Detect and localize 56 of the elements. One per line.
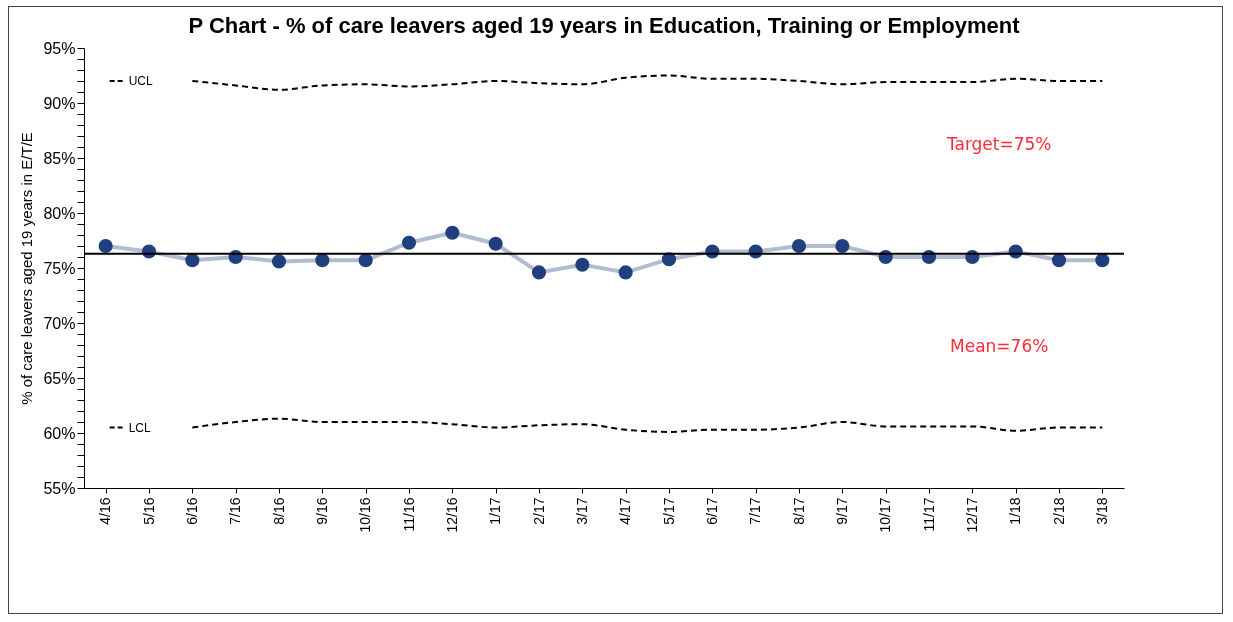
x-tick-label: 3/18 — [1093, 497, 1110, 525]
x-tick-label: 12/16 — [443, 497, 460, 533]
x-tick-label: 11/17 — [920, 497, 937, 532]
x-tick-label: 9/17 — [833, 497, 850, 525]
x-tick-label: 8/17 — [790, 497, 807, 525]
point — [315, 253, 330, 268]
x-tick-label: 5/16 — [140, 497, 157, 525]
point — [575, 257, 590, 272]
x-tick-label: 10/16 — [357, 497, 374, 533]
y-tick-label: 85% — [43, 149, 76, 167]
annotation: Target=75% — [945, 133, 1052, 154]
point — [791, 238, 807, 254]
y-tick-label: 80% — [43, 204, 76, 222]
annotation: Mean=76% — [950, 336, 1049, 357]
x-tick-label: 10/17 — [877, 497, 894, 533]
x-tick-label: 4/17 — [617, 497, 634, 525]
x-tick-label: 8/16 — [270, 497, 287, 525]
y-axis-title: % of care leavers aged 19 years in E/T/E — [18, 132, 36, 405]
x-tick-label: 6/17 — [703, 497, 720, 525]
y-tick-label: 60% — [43, 424, 76, 442]
point — [531, 265, 547, 280]
x-tick-label: 1/17 — [487, 497, 504, 525]
y-tick-label: 65% — [43, 369, 76, 387]
point — [98, 238, 113, 254]
point — [401, 235, 417, 250]
x-tick-label: 12/17 — [963, 497, 980, 533]
x-tick-label: 6/16 — [183, 497, 200, 525]
x-tick-label: 11/16 — [400, 497, 417, 532]
x-tick-label: 1/18 — [1007, 497, 1024, 525]
x-tick-label: 9/16 — [313, 497, 330, 525]
x-tick-label: 7/16 — [227, 497, 244, 525]
point — [1095, 253, 1110, 268]
point — [618, 265, 633, 280]
y-tick-label: 70% — [43, 314, 76, 332]
y-tick-label: 55% — [43, 479, 76, 497]
point — [1051, 253, 1067, 268]
point — [358, 253, 373, 268]
point — [835, 238, 850, 254]
legend-label: LCL — [128, 420, 152, 435]
point — [271, 254, 287, 269]
legend-label: UCL — [128, 74, 153, 88]
chart-title: P Chart - % of care leavers aged 19 years in Education, Training or Employment — [188, 13, 1021, 38]
x-tick-label: 2/17 — [530, 497, 547, 525]
x-tick-label: 7/17 — [747, 497, 764, 525]
x-tick-label: 5/17 — [660, 497, 677, 525]
line-series — [191, 417, 1104, 433]
point — [488, 236, 503, 251]
x-tick-label: 4/16 — [97, 497, 114, 525]
point — [445, 225, 460, 240]
y-tick-label: 95% — [43, 39, 76, 57]
point — [185, 253, 200, 268]
y-tick-label: 75% — [43, 259, 76, 277]
x-tick-label: 3/17 — [573, 497, 590, 525]
y-tick-label: 90% — [43, 94, 76, 112]
line-series — [191, 74, 1104, 91]
x-tick-label: 2/18 — [1050, 497, 1067, 525]
